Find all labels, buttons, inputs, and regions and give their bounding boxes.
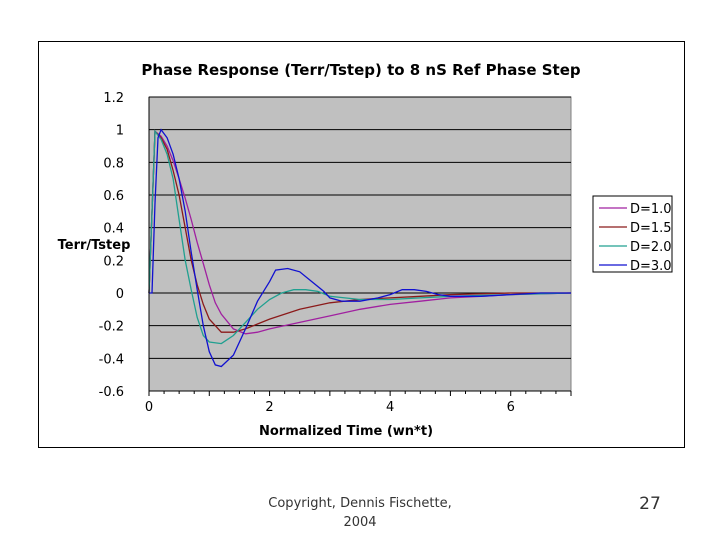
y-tick-label: 0.8 bbox=[103, 156, 124, 171]
page-number: 27 bbox=[639, 494, 661, 514]
legend-label: D=3.0 bbox=[630, 259, 672, 274]
legend-label: D=2.0 bbox=[630, 240, 672, 255]
plot-area bbox=[148, 96, 572, 392]
y-tick-label: -0.4 bbox=[99, 352, 124, 367]
y-tick-label: 0.6 bbox=[103, 189, 124, 204]
x-tick-labels: 0 2 4 6 bbox=[145, 400, 515, 415]
y-tick-label: 0.4 bbox=[103, 222, 124, 237]
series-lines bbox=[148, 128, 572, 368]
chart-svg: Phase Response (Terr/Tstep) to 8 nS Ref … bbox=[58, 61, 673, 439]
x-axis-label: Normalized Time (wn*t) bbox=[259, 424, 433, 439]
series-line-3 bbox=[148, 129, 572, 345]
x-tick-label: 0 bbox=[145, 400, 153, 415]
legend-items: D=1.0 D=1.5 D=2.0 D=3.0 bbox=[599, 202, 672, 274]
y-tick-label: 1 bbox=[116, 124, 124, 139]
y-tick-labels: 1.2 1 0.8 0.6 0.4 0.2 0 -0.2 -0.4 -0.6 bbox=[99, 91, 124, 400]
legend: D=1.0 D=1.5 D=2.0 D=3.0 bbox=[592, 195, 673, 274]
legend-label: D=1.0 bbox=[630, 202, 672, 217]
legend-label: D=1.5 bbox=[630, 221, 672, 236]
copyright-text: Copyright, Dennis Fischette, 2004 bbox=[240, 494, 480, 532]
chart-title: Phase Response (Terr/Tstep) to 8 nS Ref … bbox=[141, 61, 580, 79]
series-line-1 bbox=[148, 129, 572, 335]
y-tick-label: -0.6 bbox=[99, 385, 124, 400]
chart-frame: Phase Response (Terr/Tstep) to 8 nS Ref … bbox=[38, 41, 685, 448]
series-line-4 bbox=[149, 128, 571, 368]
y-tick-label: 1.2 bbox=[103, 91, 124, 106]
series-line-2 bbox=[148, 129, 571, 333]
y-tick-label: 0.2 bbox=[103, 254, 124, 269]
x-tick-label: 2 bbox=[265, 400, 273, 415]
y-tick-label: -0.2 bbox=[99, 320, 124, 335]
y-tick-label: 0 bbox=[116, 287, 124, 302]
x-tick-label: 4 bbox=[386, 400, 394, 415]
x-tick-label: 6 bbox=[507, 400, 515, 415]
y-axis-label: Terr/Tstep bbox=[58, 238, 131, 253]
axes bbox=[148, 97, 572, 396]
legend-box bbox=[592, 195, 673, 273]
copyright-line-2: 2004 bbox=[343, 515, 377, 530]
copyright-line-1: Copyright, Dennis Fischette, bbox=[268, 496, 452, 511]
